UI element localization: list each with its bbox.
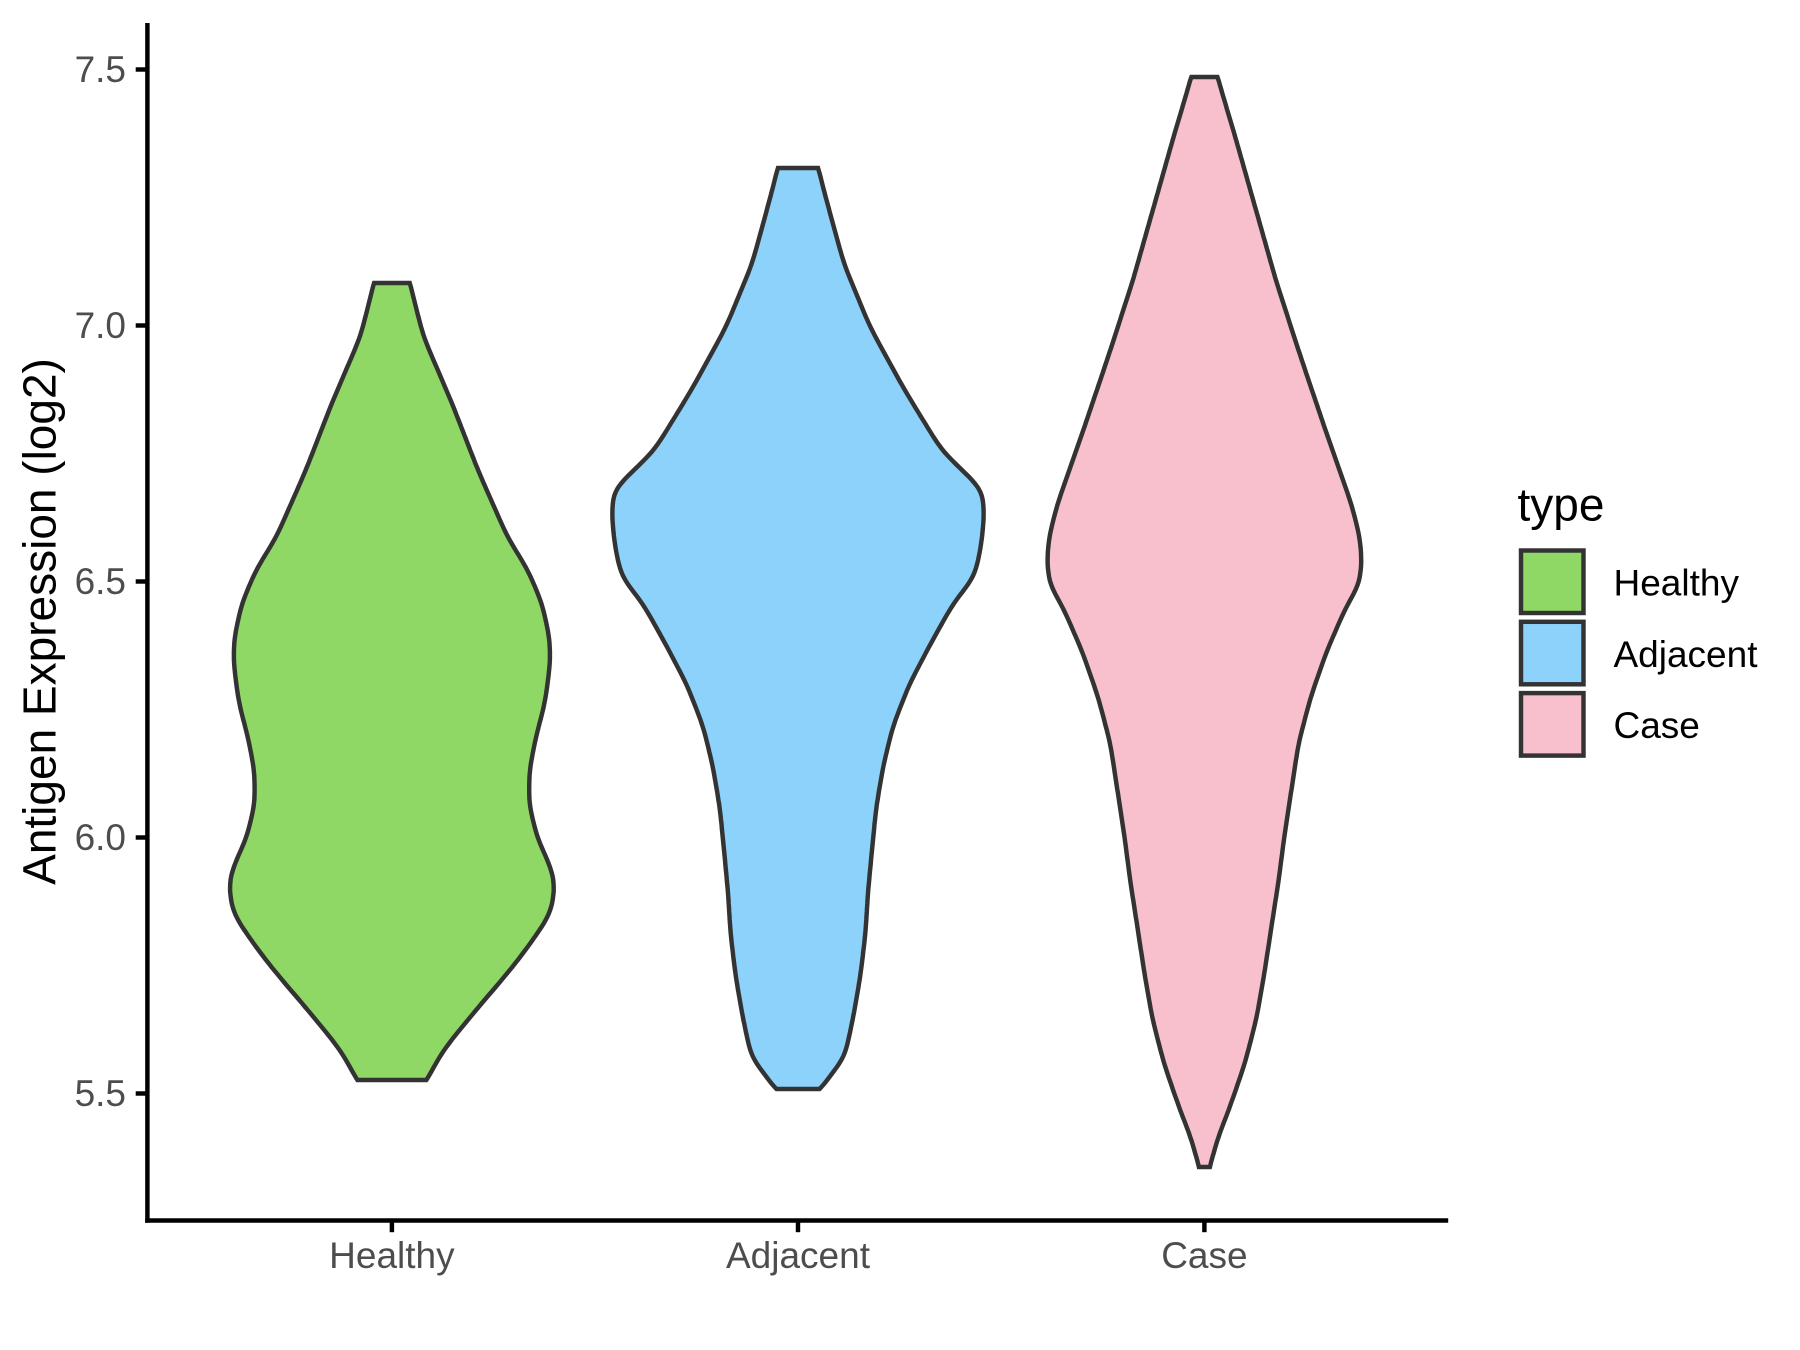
svg-text:5.5: 5.5	[75, 1073, 126, 1114]
svg-text:7.5: 7.5	[75, 49, 126, 90]
svg-text:6.5: 6.5	[75, 561, 126, 602]
svg-text:type: type	[1518, 479, 1605, 531]
svg-text:Antigen Expression (log2): Antigen Expression (log2)	[14, 358, 66, 885]
svg-text:Adjacent: Adjacent	[1614, 634, 1759, 675]
svg-text:7.0: 7.0	[75, 305, 126, 346]
svg-text:Case: Case	[1614, 705, 1700, 746]
svg-text:Healthy: Healthy	[1614, 563, 1740, 604]
svg-text:Healthy: Healthy	[329, 1235, 455, 1276]
svg-text:Case: Case	[1161, 1235, 1247, 1276]
svg-text:6.0: 6.0	[75, 817, 126, 858]
svg-text:Adjacent: Adjacent	[726, 1235, 871, 1276]
